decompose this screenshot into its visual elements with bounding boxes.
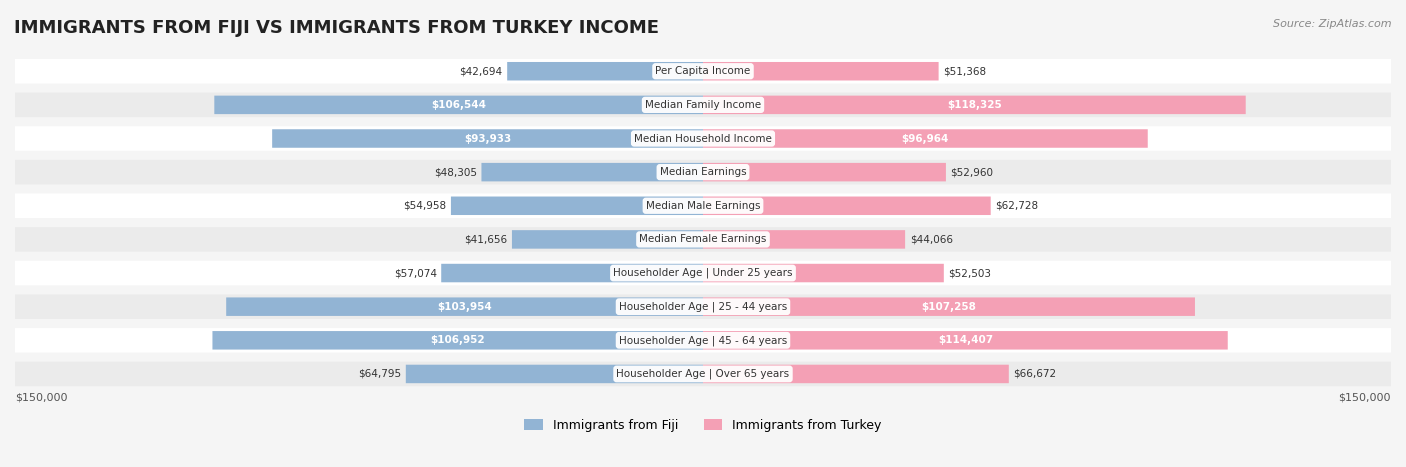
FancyBboxPatch shape <box>15 294 1391 319</box>
FancyBboxPatch shape <box>15 126 1391 151</box>
Text: $118,325: $118,325 <box>948 100 1001 110</box>
FancyBboxPatch shape <box>226 297 703 316</box>
FancyBboxPatch shape <box>703 331 1227 350</box>
FancyBboxPatch shape <box>15 160 1391 184</box>
FancyBboxPatch shape <box>212 331 703 350</box>
Text: Per Capita Income: Per Capita Income <box>655 66 751 76</box>
Text: $150,000: $150,000 <box>15 392 67 403</box>
Text: Median Female Earnings: Median Female Earnings <box>640 234 766 244</box>
Text: $51,368: $51,368 <box>943 66 987 76</box>
Text: Householder Age | Over 65 years: Householder Age | Over 65 years <box>616 369 790 379</box>
Text: $107,258: $107,258 <box>921 302 976 311</box>
Text: Householder Age | Under 25 years: Householder Age | Under 25 years <box>613 268 793 278</box>
FancyBboxPatch shape <box>15 328 1391 353</box>
Text: $57,074: $57,074 <box>394 268 437 278</box>
FancyBboxPatch shape <box>703 62 939 80</box>
FancyBboxPatch shape <box>481 163 703 181</box>
Text: Source: ZipAtlas.com: Source: ZipAtlas.com <box>1274 19 1392 28</box>
Text: $106,952: $106,952 <box>430 335 485 345</box>
Text: Householder Age | 25 - 44 years: Householder Age | 25 - 44 years <box>619 301 787 312</box>
FancyBboxPatch shape <box>703 197 991 215</box>
Text: $150,000: $150,000 <box>1339 392 1391 403</box>
Text: Median Household Income: Median Household Income <box>634 134 772 143</box>
Text: $48,305: $48,305 <box>434 167 477 177</box>
Text: Median Male Earnings: Median Male Earnings <box>645 201 761 211</box>
Text: Median Family Income: Median Family Income <box>645 100 761 110</box>
Text: $64,795: $64,795 <box>359 369 401 379</box>
FancyBboxPatch shape <box>15 227 1391 252</box>
Text: $96,964: $96,964 <box>901 134 949 143</box>
FancyBboxPatch shape <box>273 129 703 148</box>
FancyBboxPatch shape <box>15 361 1391 386</box>
Text: $54,958: $54,958 <box>404 201 446 211</box>
Text: Householder Age | 45 - 64 years: Householder Age | 45 - 64 years <box>619 335 787 346</box>
FancyBboxPatch shape <box>703 230 905 248</box>
Text: $42,694: $42,694 <box>460 66 502 76</box>
FancyBboxPatch shape <box>703 129 1147 148</box>
Text: $44,066: $44,066 <box>910 234 953 244</box>
Text: $52,503: $52,503 <box>949 268 991 278</box>
Text: $66,672: $66,672 <box>1014 369 1056 379</box>
FancyBboxPatch shape <box>214 96 703 114</box>
Text: $103,954: $103,954 <box>437 302 492 311</box>
Text: $41,656: $41,656 <box>464 234 508 244</box>
Text: $114,407: $114,407 <box>938 335 993 345</box>
FancyBboxPatch shape <box>15 261 1391 285</box>
Text: IMMIGRANTS FROM FIJI VS IMMIGRANTS FROM TURKEY INCOME: IMMIGRANTS FROM FIJI VS IMMIGRANTS FROM … <box>14 19 659 37</box>
Text: $62,728: $62,728 <box>995 201 1039 211</box>
FancyBboxPatch shape <box>703 96 1246 114</box>
FancyBboxPatch shape <box>508 62 703 80</box>
Text: $106,544: $106,544 <box>432 100 486 110</box>
Text: Median Earnings: Median Earnings <box>659 167 747 177</box>
FancyBboxPatch shape <box>703 163 946 181</box>
FancyBboxPatch shape <box>406 365 703 383</box>
FancyBboxPatch shape <box>512 230 703 248</box>
FancyBboxPatch shape <box>451 197 703 215</box>
FancyBboxPatch shape <box>15 193 1391 218</box>
FancyBboxPatch shape <box>703 264 943 282</box>
Text: $93,933: $93,933 <box>464 134 512 143</box>
FancyBboxPatch shape <box>703 365 1008 383</box>
FancyBboxPatch shape <box>441 264 703 282</box>
Text: $52,960: $52,960 <box>950 167 994 177</box>
FancyBboxPatch shape <box>703 297 1195 316</box>
FancyBboxPatch shape <box>15 92 1391 117</box>
Legend: Immigrants from Fiji, Immigrants from Turkey: Immigrants from Fiji, Immigrants from Tu… <box>519 414 887 437</box>
FancyBboxPatch shape <box>15 59 1391 84</box>
